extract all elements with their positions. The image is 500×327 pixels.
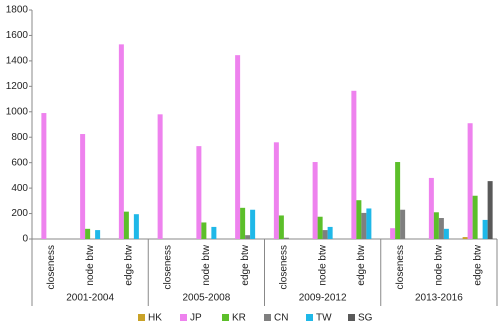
y-tick-label: 400 [11,183,28,194]
group-label: 2001-2004 [66,293,114,304]
legend-label: JP [190,313,202,322]
bar [240,207,246,239]
x-tick-label: node btw [85,244,96,285]
group-label: 2005-2008 [182,293,230,304]
bar [438,218,444,239]
bar [250,209,256,239]
y-tick-label: 200 [11,208,28,219]
x-tick-label: edge btw [124,244,135,285]
legend-swatch [180,314,187,321]
bar [433,212,439,239]
bar [41,113,47,239]
bar [428,177,434,239]
legend-swatch [306,314,313,321]
y-tick-label: 1000 [6,106,29,117]
bar [235,55,241,240]
x-tick-label: closeness [162,245,173,289]
bar [322,230,328,239]
bar [312,162,318,239]
x-tick-label: closeness [279,245,290,289]
bar [356,200,362,239]
legend-label: HK [148,313,162,322]
y-tick-label: 600 [11,157,28,168]
y-tick-label: 800 [11,132,28,143]
x-tick-label: edge btw [472,244,483,285]
legend-label: KR [232,313,246,322]
bar [327,226,333,239]
legend-swatch [348,314,355,321]
legend-swatch [222,314,229,321]
x-tick-label: closeness [46,245,57,289]
bar [482,219,488,239]
bar [361,212,367,239]
legend-swatch [138,314,145,321]
bar [95,230,101,239]
bar [211,226,217,239]
legend-label: SG [358,313,373,322]
bar [487,181,493,239]
x-tick-label: node btw [317,244,328,285]
bar [400,209,406,239]
bar [273,142,279,239]
x-tick-label: closeness [395,245,406,289]
bar [133,214,139,239]
bar [201,222,207,239]
bar [245,235,251,239]
y-tick-label: 1800 [6,5,29,16]
y-tick-label: 1600 [6,30,29,41]
bar [118,44,124,239]
x-tick-label: edge btw [356,244,367,285]
bar [278,215,284,239]
bar [443,228,449,239]
bar [157,114,163,239]
bar [472,195,478,239]
bar [462,237,468,239]
bar [395,162,401,239]
group-label: 2009-2012 [299,293,347,304]
legend-label: CN [274,313,288,322]
x-tick-label: node btw [434,244,445,285]
x-tick-label: node btw [201,244,212,285]
bar [85,228,91,239]
bar [283,237,289,239]
bar [467,123,473,239]
bar [80,134,86,239]
bar [317,216,323,239]
y-tick-label: 1400 [6,56,29,67]
bar [123,211,129,239]
bar [366,208,372,239]
y-tick-label: 1200 [6,81,29,92]
group-label: 2013-2016 [415,293,463,304]
legend-label: TW [316,313,332,322]
bar [351,90,357,240]
x-tick-label: edge btw [240,244,251,285]
y-tick-label: 0 [22,234,28,245]
bar [390,228,396,239]
legend-swatch [264,314,271,321]
bar [196,146,202,239]
